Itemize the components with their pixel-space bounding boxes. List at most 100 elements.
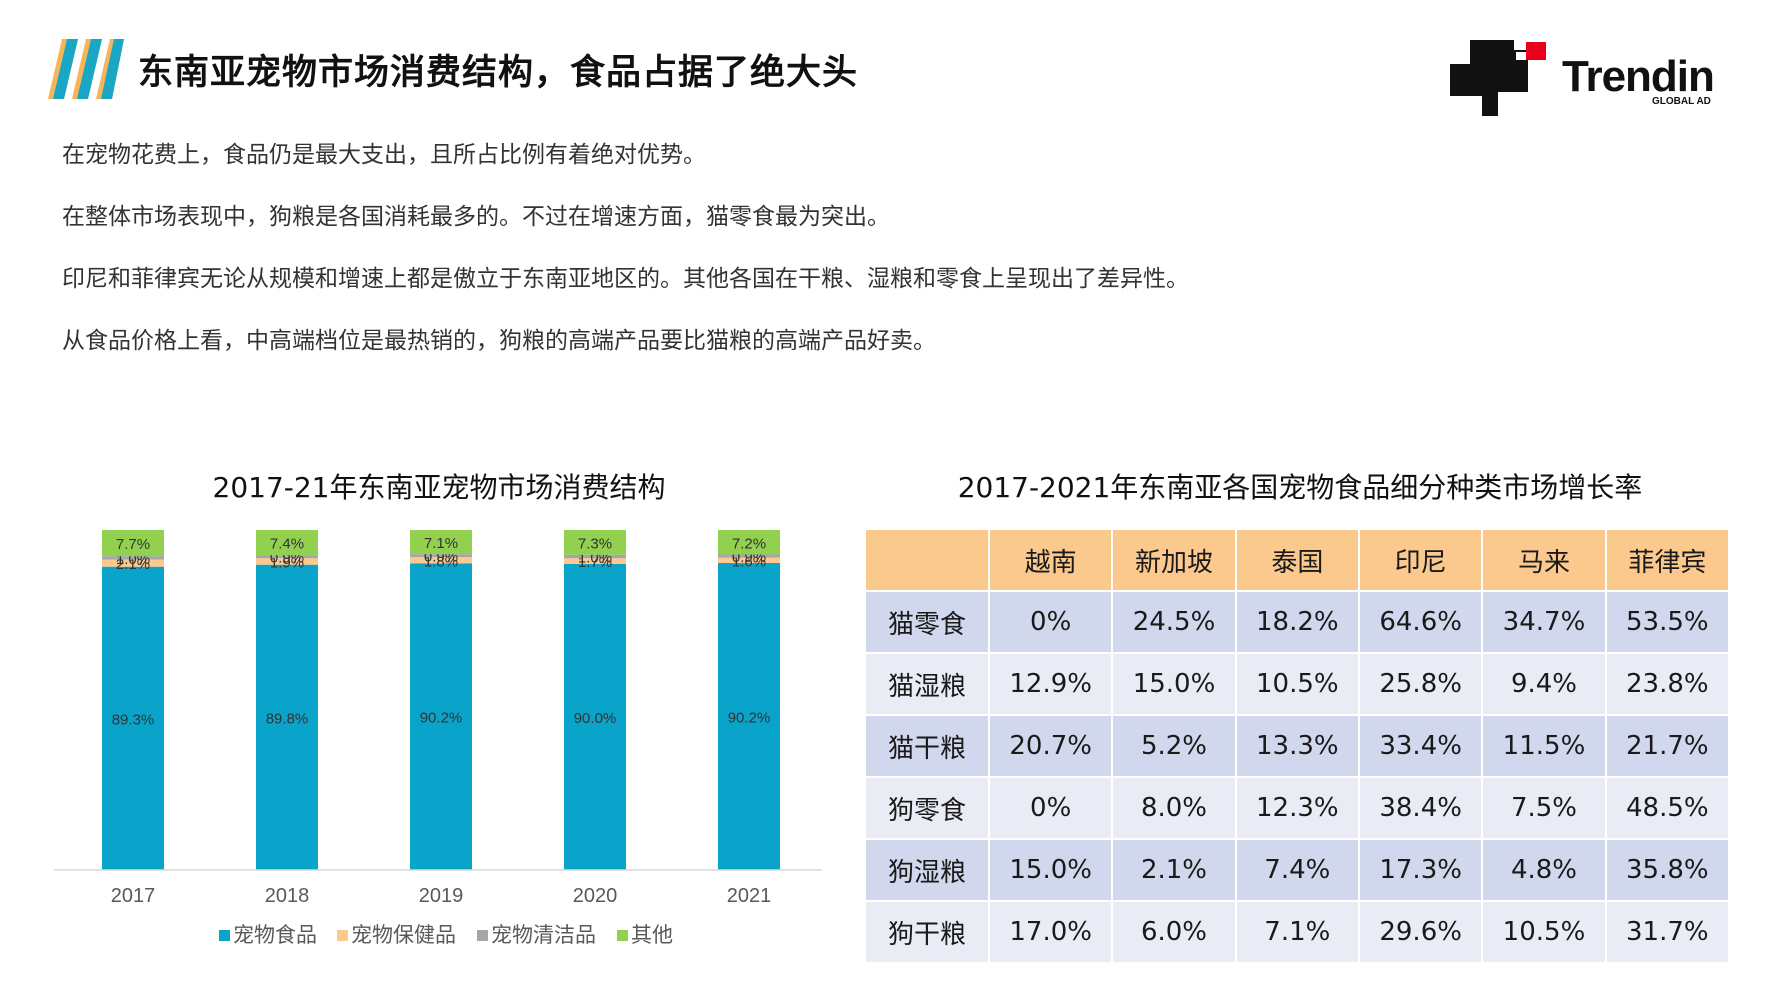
slashes-icon (48, 39, 124, 99)
bar-segment (718, 530, 780, 555)
legend-swatch (477, 930, 488, 941)
bar-segment (410, 557, 472, 564)
x-tick-label: 2021 (727, 885, 772, 907)
intro-text: 在宠物花费上，食品仍是最大支出，且所占比例有着绝对优势。 在整体市场表现中，狗粮… (62, 140, 1562, 388)
table-cell: 0% (990, 778, 1112, 838)
table-cell: 15.0% (1113, 654, 1235, 714)
table-cell: 5.2% (1113, 716, 1235, 776)
header: 东南亚宠物市场消费结构，食品占据了绝大头 (48, 38, 858, 100)
table-cell: 2.1% (1113, 840, 1235, 900)
data-label: 1.7% (578, 554, 612, 571)
data-label: 89.8% (266, 710, 309, 727)
table-cell: 29.6% (1359, 902, 1482, 962)
table-cell: 11.5% (1483, 716, 1605, 776)
table-cell: 7.4% (1236, 840, 1358, 900)
table-cell: 38.4% (1359, 778, 1482, 838)
intro-line: 在整体市场表现中，狗粮是各国消耗最多的。不过在增速方面，猫零食最为突出。 (62, 204, 890, 230)
data-label: 2.1% (116, 556, 150, 573)
x-tick-label: 2018 (265, 885, 310, 907)
table-cell: 64.6% (1359, 592, 1482, 652)
table-cell: 7.1% (1236, 902, 1358, 962)
table-cell: 13.3% (1236, 716, 1358, 776)
bar-segment (256, 530, 318, 556)
column-header: 马来 (1483, 530, 1605, 590)
column-header: 越南 (990, 530, 1112, 590)
table-cell: 34.7% (1483, 592, 1605, 652)
bar-segment (256, 564, 318, 870)
legend-swatch (617, 930, 628, 941)
trendin-logo: Trendin GLOBAL AD (1442, 34, 1722, 120)
table-cell: 12.3% (1236, 778, 1358, 838)
data-label: 90.2% (420, 710, 463, 727)
table-row: 狗湿粮 15.0% 2.1% 7.4% 17.3% 4.8% 35.8% (866, 840, 1728, 900)
table-cell: 17.3% (1359, 840, 1482, 900)
intro-line: 从食品价格上看，中高端档位是最热销的，狗粮的高端产品要比猫粮的高端产品好卖。 (62, 328, 936, 354)
bar-segment (564, 530, 626, 555)
table-cell: 9.4% (1483, 654, 1605, 714)
intro-line: 在宠物花费上，食品仍是最大支出，且所占比例有着绝对优势。 (62, 142, 706, 168)
x-tick-label: 2017 (111, 885, 156, 907)
data-label: 7.4% (270, 536, 304, 553)
legend-swatch (337, 930, 348, 941)
table-cell: 23.8% (1606, 654, 1728, 714)
x-tick-label: 2020 (573, 885, 618, 907)
table-cell: 48.5% (1606, 778, 1728, 838)
bar-segment (102, 556, 164, 560)
table-cell: 0% (990, 592, 1112, 652)
legend-label: 宠物食品 (233, 923, 317, 947)
legend-label: 其他 (631, 923, 673, 947)
table-cell: 12.9% (990, 654, 1112, 714)
growth-table: 越南 新加坡 泰国 印尼 马来 菲律宾 猫零食 0% 24.5% 18.2% 64.6%… (864, 528, 1730, 964)
table-cell: 21.7% (1606, 716, 1728, 776)
table-cell: 35.8% (1606, 840, 1728, 900)
data-label: 90.2% (728, 710, 771, 727)
table-header-row: 越南 新加坡 泰国 印尼 马来 菲律宾 (866, 530, 1728, 590)
bar-segment (410, 554, 472, 558)
bar-segment (718, 557, 780, 564)
row-label: 猫零食 (866, 592, 988, 652)
table-cell: 4.8% (1483, 840, 1605, 900)
legend-label: 宠物清洁品 (491, 923, 596, 947)
table-cell: 15.0% (990, 840, 1112, 900)
data-label: 90.0% (574, 710, 617, 727)
column-header: 菲律宾 (1606, 530, 1728, 590)
table-cell: 20.7% (990, 716, 1112, 776)
bar-segment (410, 530, 472, 555)
row-label: 狗干粮 (866, 902, 988, 962)
table-cell: 18.2% (1236, 592, 1358, 652)
bar-segment (102, 559, 164, 567)
data-label: 7.7% (116, 536, 150, 553)
table-cell: 6.0% (1113, 902, 1235, 962)
stacked-bar-chart: 89.3%2.1%1.0%7.7%201789.8%1.9%0.9%7.4%20… (54, 530, 822, 947)
logo-sub: GLOBAL AD (1652, 96, 1711, 107)
bar-segment (564, 554, 626, 559)
table-row: 猫零食 0% 24.5% 18.2% 64.6% 34.7% 53.5% (866, 592, 1728, 652)
intro-line: 印尼和菲律宾无论从规模和增速上都是傲立于东南亚地区的。其他各国在干粮、湿粮和零食… (62, 266, 1189, 292)
table-cell: 17.0% (990, 902, 1112, 962)
table-cell: 53.5% (1606, 592, 1728, 652)
page-title: 东南亚宠物市场消费结构，食品占据了绝大头 (138, 52, 859, 93)
bar-segment (256, 555, 318, 559)
table-row: 狗干粮 17.0% 6.0% 7.1% 29.6% 10.5% 31.7% (866, 902, 1728, 962)
column-header: 新加坡 (1113, 530, 1235, 590)
data-label: 89.3% (112, 711, 155, 728)
bar-segment (256, 558, 318, 565)
data-label: 1.8% (424, 553, 458, 570)
bar-segment (564, 558, 626, 564)
table-row: 猫湿粮 12.9% 15.0% 10.5% 25.8% 9.4% 23.8% (866, 654, 1728, 714)
row-label: 猫湿粮 (866, 654, 988, 714)
bar-chart-title: 2017-21年东南亚宠物市场消费结构 (212, 471, 666, 504)
data-label: 1.9% (270, 554, 304, 571)
table-corner (866, 530, 988, 590)
legend-label: 宠物保健品 (351, 923, 456, 947)
data-label: 7.1% (424, 535, 458, 552)
bar-segment (102, 566, 164, 870)
table-cell: 33.4% (1359, 716, 1482, 776)
logo-word: Trendin (1562, 52, 1715, 101)
table-cell: 24.5% (1113, 592, 1235, 652)
bar-segment (564, 564, 626, 870)
bar-segment (410, 563, 472, 870)
row-label: 狗零食 (866, 778, 988, 838)
column-header: 印尼 (1359, 530, 1482, 590)
table-row: 猫干粮 20.7% 5.2% 13.3% 33.4% 11.5% 21.7% (866, 716, 1728, 776)
